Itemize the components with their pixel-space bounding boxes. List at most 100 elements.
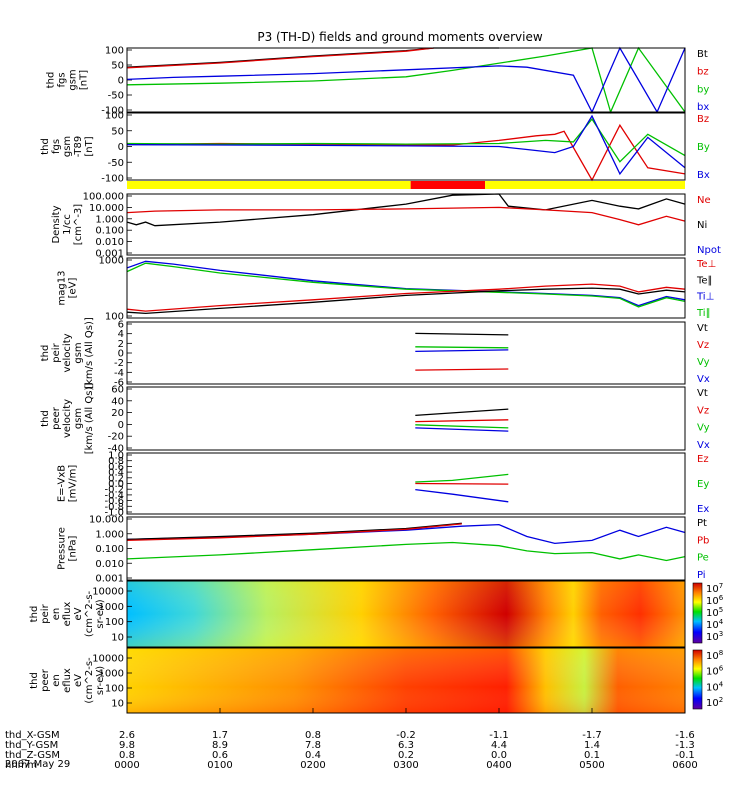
colorbar-tick-label: 108	[706, 649, 723, 662]
series-line-Vz	[415, 419, 509, 423]
y-axis-label: gsm	[73, 408, 84, 429]
series-line-Pe	[126, 541, 686, 562]
panel-frame	[126, 193, 686, 256]
y-tick-label: 1.000	[95, 529, 124, 540]
x-axis-value: -1.6	[675, 730, 695, 741]
series-line-Ni	[126, 193, 686, 227]
y-axis-label: gsm	[68, 69, 79, 90]
legend-entry: Vx	[697, 374, 710, 385]
x-axis-value: 0400	[486, 760, 511, 771]
y-tick-label: -50	[108, 158, 124, 169]
y-tick-label: 50	[111, 61, 124, 72]
legend-entry: By	[697, 142, 710, 153]
y-tick-label: -0.8	[104, 502, 124, 513]
x-axis-value: 0.8	[119, 750, 135, 761]
x-axis-value: -1.1	[489, 730, 509, 741]
y-tick-label: -4	[114, 368, 124, 379]
legend-entry: Ni	[697, 220, 707, 231]
x-axis-value: -0.2	[396, 730, 416, 741]
x-axis-value: 0600	[672, 760, 697, 771]
y-tick-label: -100	[101, 106, 124, 117]
x-axis-value: 8.9	[212, 740, 228, 751]
series-line-Vx	[415, 427, 509, 432]
y-axis-label: fgs	[51, 139, 62, 154]
y-axis-label: thd	[40, 138, 51, 155]
y-tick-label: 0.010	[95, 237, 124, 248]
y-tick-label: 4	[118, 329, 124, 340]
colorbar-tick-label: 102	[706, 696, 723, 709]
legend-entry: Vt	[697, 323, 708, 334]
series-line-Ne	[126, 206, 686, 226]
panel-frame	[126, 516, 686, 581]
panel-pressure: 10.000 1.000 0.100 0.010 0.001 Pressure [nPa] P…	[57, 515, 710, 585]
legend-entry: Ne	[697, 195, 711, 206]
series-line-Ti⊥	[126, 260, 686, 307]
x-axis-row-label: thd_Z-GSM	[5, 750, 60, 761]
colorbar-tick-label: 105	[706, 606, 723, 619]
y-tick-label: 0.8	[108, 456, 124, 467]
colorbar	[692, 582, 703, 644]
y-axis-label: (cm^2-s-	[84, 590, 95, 637]
x-axis-value: -1.3	[675, 740, 695, 751]
x-axis-value: 0.6	[212, 750, 228, 761]
x-axis-row-label: thd_Y-GSM	[5, 740, 58, 751]
y-tick-label: 0.001	[95, 574, 124, 585]
date-label: 2007 May 29	[5, 759, 70, 770]
legend-entry: Ti∥	[696, 308, 711, 319]
panel-frame	[126, 112, 686, 181]
y-axis-label: thd	[29, 672, 40, 689]
series-line-Pt	[126, 522, 462, 541]
y-tick-label: 0	[118, 76, 124, 87]
y-tick-label: 0.2	[108, 473, 124, 484]
y-tick-label: -50	[108, 91, 124, 102]
panel-frame	[126, 452, 686, 515]
mode-bar-segment	[127, 181, 411, 189]
x-axis-value: 0.2	[398, 750, 414, 761]
series-line-Vy	[415, 424, 509, 429]
x-axis-row-label: thd_X-GSM	[5, 730, 60, 741]
y-tick-label: 10	[111, 633, 124, 644]
x-axis-value: 1.7	[212, 730, 228, 741]
legend-entry: Pt	[697, 518, 707, 529]
x-axis-value: 0200	[300, 760, 325, 771]
x-axis-value: 9.8	[119, 740, 135, 751]
y-tick-label: 0.0	[108, 479, 124, 490]
y-tick-label: 20	[111, 408, 124, 419]
y-tick-label: -1.0	[104, 508, 124, 519]
series-line-By	[126, 118, 686, 163]
legend-entry: Npot	[697, 245, 721, 256]
legend-entry: Ti⊥	[696, 292, 714, 303]
series-line-Ti∥	[126, 262, 686, 308]
y-tick-label: 100	[105, 46, 124, 57]
y-axis-label: [nT]	[84, 136, 95, 156]
colorbar-tick-label: 107	[706, 582, 723, 595]
colorbar-tick-label: 106	[706, 594, 724, 607]
y-tick-label: 100	[105, 312, 124, 323]
y-tick-label: 1000	[99, 669, 124, 680]
y-axis-label: Density	[51, 205, 62, 243]
series-line-Ex	[415, 488, 509, 503]
y-tick-label: 10000	[92, 587, 124, 598]
panel-efield: 1.00.80.60.40.20.0-0.2-0.4-0.6-0.8-1.0 E=…	[57, 451, 710, 519]
legend-entry: Pe	[697, 553, 709, 564]
legend-entry: Vy	[697, 423, 710, 434]
y-tick-label: 2	[118, 339, 124, 350]
y-tick-label: -2	[114, 358, 124, 369]
legend-entry: Vx	[697, 440, 710, 451]
y-tick-label: 60	[111, 385, 124, 396]
series-line-Te∥	[126, 287, 686, 315]
y-axis-label: velocity	[62, 333, 73, 372]
legend-entry: Pi	[697, 570, 706, 581]
legend-entry: Ex	[697, 504, 709, 515]
mode-bar-segment	[485, 181, 685, 189]
y-axis-label: Pressure	[57, 527, 68, 570]
x-axis-value: 4.4	[491, 740, 507, 751]
series-line-Vt	[415, 332, 509, 336]
y-axis-label: thd	[40, 345, 51, 362]
y-axis-label: thd	[40, 410, 51, 427]
y-tick-label: 100	[105, 684, 124, 695]
x-axis-row-label: hhmm	[5, 760, 37, 771]
